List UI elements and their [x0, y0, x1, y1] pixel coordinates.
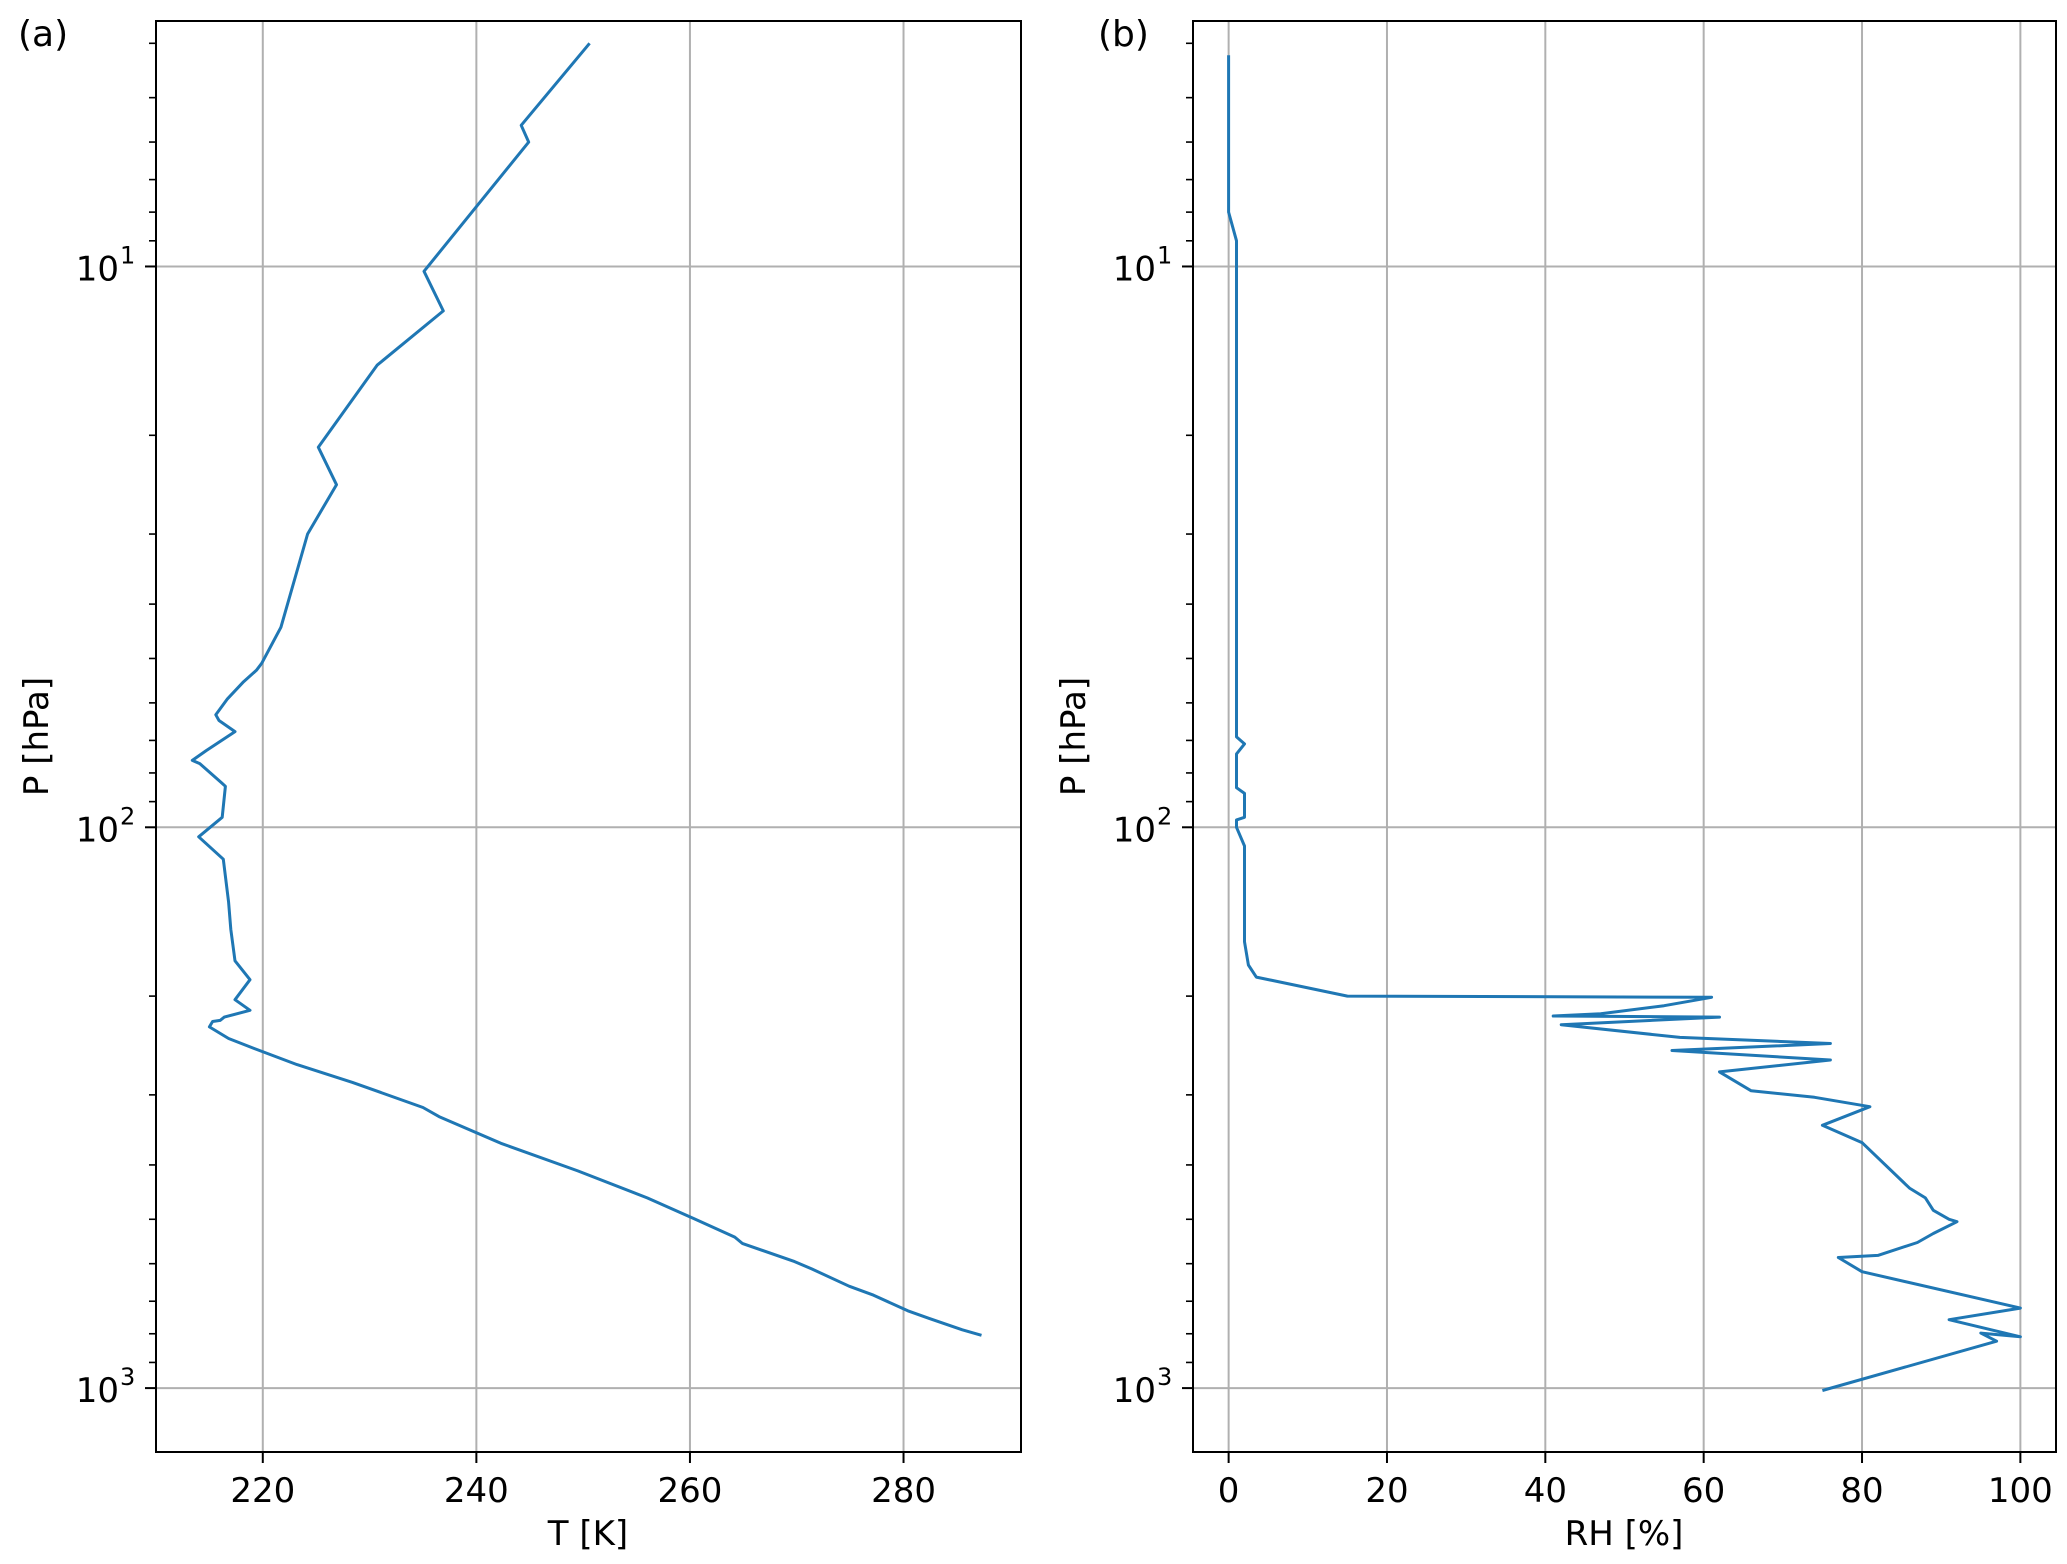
axes-frame [155, 20, 1022, 1453]
x-tick-label: 80 [1840, 1471, 1883, 1511]
panel-label-b: (b) [1098, 14, 1149, 55]
y-axis-label: P [hPa] [1054, 677, 1094, 796]
x-tick-label: 220 [230, 1471, 295, 1511]
x-tick-label: 0 [1218, 1471, 1240, 1511]
y-axis-label: P [hPa] [17, 677, 57, 796]
y-tick-label: 10 [76, 810, 119, 850]
y-tick-exponent: 1 [1157, 241, 1172, 269]
y-tick-exponent: 3 [1157, 1363, 1172, 1391]
y-tick-exponent: 2 [120, 802, 135, 830]
y-tick-exponent: 1 [120, 241, 135, 269]
y-tick-label: 10 [1113, 810, 1156, 850]
y-tick-exponent: 3 [120, 1363, 135, 1391]
x-tick-label: 60 [1682, 1471, 1725, 1511]
y-tick-label: 10 [1113, 1371, 1156, 1411]
panel-label-a: (a) [18, 14, 69, 55]
y-tick-exponent: 2 [1157, 802, 1172, 830]
x-axis-label: T [K] [547, 1514, 628, 1554]
series-line [190, 42, 982, 1337]
x-tick-label: 260 [657, 1471, 722, 1511]
x-tick-label: 280 [871, 1471, 936, 1511]
x-tick-label: 100 [1988, 1471, 2053, 1511]
y-tick-label: 10 [76, 249, 119, 289]
y-tick-label: 10 [1113, 249, 1156, 289]
y-tick-label: 10 [76, 1371, 119, 1411]
axes-frame [1192, 20, 2057, 1453]
series-line [1227, 55, 2022, 1392]
x-tick-label: 20 [1365, 1471, 1408, 1511]
x-tick-label: 240 [444, 1471, 509, 1511]
x-axis-label: RH [%] [1565, 1514, 1684, 1554]
x-tick-label: 40 [1524, 1471, 1567, 1511]
